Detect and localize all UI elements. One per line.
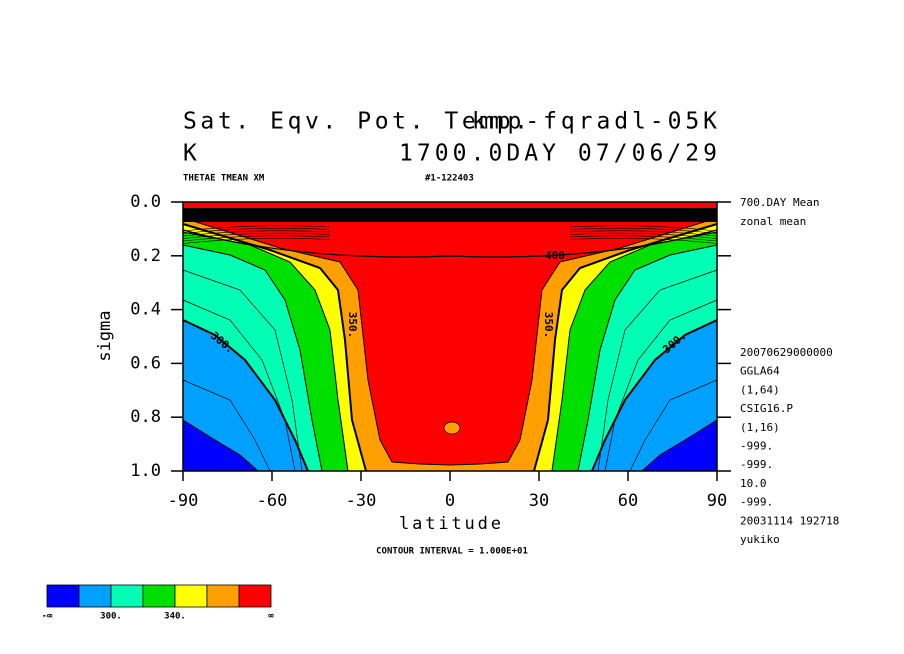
- contour-label: 400: [545, 249, 565, 262]
- contour-line: [182, 244, 323, 472]
- side-note: (1,16): [740, 421, 780, 434]
- contour-line: [641, 419, 718, 472]
- run-id: #1-122403: [425, 174, 474, 184]
- colorbar-box: [46, 584, 80, 608]
- y-tick-label: 1.0: [130, 461, 161, 481]
- x-tick-label: -90: [168, 491, 199, 511]
- x-tick-label: 90: [707, 491, 727, 511]
- isoline: [182, 225, 718, 232]
- isoline: [629, 379, 718, 472]
- colorbar-label: 300.: [100, 612, 122, 622]
- x-tick-label: 0: [445, 491, 455, 511]
- colorbar-end: ∞: [268, 612, 274, 622]
- colorbar-box: [206, 584, 240, 608]
- colorbar-box: [238, 584, 272, 608]
- y-axis-label: sigma: [95, 310, 115, 361]
- x-tick-label: 60: [618, 491, 638, 511]
- contour-fill: [183, 202, 717, 465]
- contour-line: [577, 244, 718, 472]
- contour-line: [182, 223, 367, 472]
- colorbar-end: -∞: [42, 612, 53, 622]
- isoline: [182, 299, 296, 472]
- y-tick-label: 0.2: [130, 246, 161, 266]
- isoline: [182, 230, 718, 237]
- side-note: -999.: [740, 458, 773, 471]
- side-note: (1,64): [740, 383, 780, 396]
- isoline: [597, 269, 718, 472]
- side-note: CSIG16.P: [740, 402, 793, 415]
- side-note: GGLA64: [740, 365, 780, 378]
- isoline: [182, 227, 718, 234]
- side-note: 700.DAY Mean: [740, 196, 819, 209]
- contour-field: [182, 202, 718, 472]
- contour-label: 350.: [346, 312, 359, 339]
- y-tick-label: 0.6: [130, 353, 161, 373]
- isoline: [182, 379, 271, 472]
- x-tick-label: -60: [257, 491, 288, 511]
- colorbar-box: [174, 584, 208, 608]
- contour-label: 350.: [542, 312, 555, 339]
- x-tick-label: 30: [529, 491, 549, 511]
- side-note: zonal mean: [740, 215, 806, 228]
- y-tick-label: 0.0: [130, 192, 161, 212]
- colorbar-box: [78, 584, 112, 608]
- contour-line: [591, 319, 718, 472]
- side-note: 20070629000000: [740, 346, 833, 359]
- isoline: [182, 235, 718, 242]
- contour-line: [182, 217, 451, 466]
- variable-label: THETAE TMEAN XM: [183, 174, 265, 184]
- isoline: [604, 299, 718, 472]
- contour-line: [182, 419, 259, 472]
- side-note: -999.: [740, 440, 773, 453]
- side-note: -999.: [740, 496, 773, 509]
- isoline: [182, 232, 718, 239]
- isoline: [182, 269, 303, 472]
- upper-dense-band: [183, 208, 717, 222]
- contour-interval: CONTOUR INTERVAL = 1.000E+01: [376, 547, 528, 557]
- contour-line: [182, 319, 309, 472]
- contour-line: [533, 223, 718, 472]
- side-note: 10.0: [740, 477, 767, 490]
- blob: [443, 421, 461, 435]
- colorbar-label: 340.: [164, 612, 186, 622]
- side-note: 20031114 192718: [740, 514, 839, 527]
- contour-line: [449, 217, 718, 466]
- y-tick-label: 0.8: [130, 407, 161, 427]
- units: K: [183, 141, 197, 167]
- y-tick-label: 0.4: [130, 300, 161, 320]
- colorbar-box: [142, 584, 176, 608]
- isoline: [182, 229, 718, 258]
- isoline: [182, 237, 718, 244]
- x-tick-label: -30: [346, 491, 377, 511]
- side-note: yukiko: [740, 533, 780, 546]
- colorbar-box: [110, 584, 144, 608]
